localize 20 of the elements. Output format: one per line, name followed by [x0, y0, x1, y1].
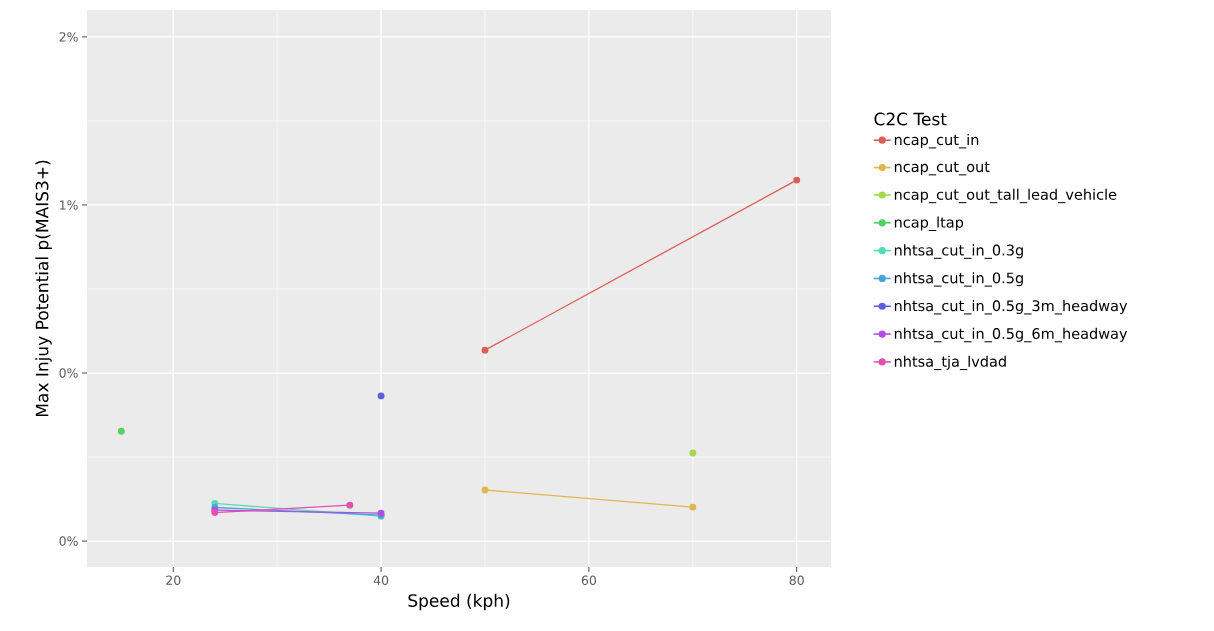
legend-label: nhtsa_cut_in_0.5g_6m_headway [894, 327, 1128, 343]
x-tick-label: 60 [581, 575, 597, 585]
y-tick-label: 2% [59, 32, 78, 42]
legend-title: C2C Test [874, 112, 947, 126]
legend-label: nhtsa_cut_in_0.3g [894, 244, 1023, 259]
legend-label: ncap_cut_out [894, 161, 990, 176]
legend-label: ncap_ltap [894, 216, 964, 231]
legend-label: nhtsa_cut_in_0.5g [894, 272, 1023, 287]
x-tick-label: 20 [166, 575, 181, 585]
x-axis-title: Speed (kph) [408, 593, 510, 611]
y-tick-label: 0% [59, 536, 78, 546]
y-axis-title: Max Injuy Potential p(MAIS3+) [35, 160, 52, 417]
legend-label: ncap_cut_out_tall_lead_vehicle [894, 188, 1117, 204]
y-tick-label: 1% [60, 200, 78, 210]
legend-label: nhtsa_cut_in_0.5g_3m_headway [894, 300, 1128, 315]
y-tick-label: 0% [59, 368, 78, 378]
legend-label: ncap_cut_in [894, 133, 979, 149]
x-tick-label: 80 [789, 575, 804, 585]
x-tick-label: 40 [373, 575, 389, 585]
legend-label: nhtsa_tja_lvdad [894, 355, 1006, 371]
